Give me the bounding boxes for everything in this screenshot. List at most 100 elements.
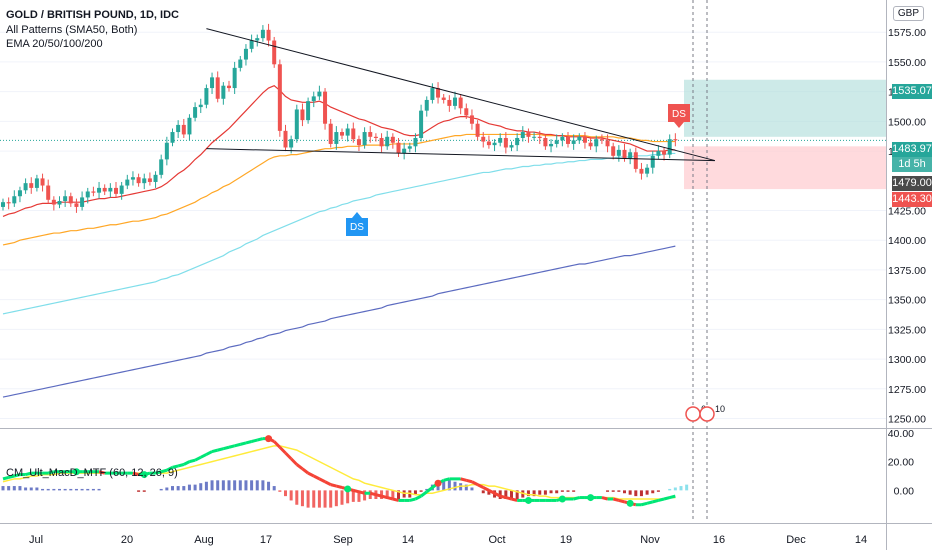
candle-body <box>441 97 446 100</box>
macd-histogram-bar <box>628 490 632 495</box>
candlesticks <box>1 23 678 213</box>
cross-dot <box>72 468 80 476</box>
macd-line-segment <box>278 446 287 455</box>
candle-body <box>351 128 356 140</box>
macd-histogram-bar <box>261 480 265 491</box>
cross-dot <box>558 495 566 503</box>
macd-line-segment <box>217 447 224 452</box>
macd-histogram-bar <box>617 490 621 492</box>
macd-line-segment <box>488 489 496 495</box>
candle-body <box>430 88 435 100</box>
candle-body <box>204 88 209 105</box>
macd-histogram-bar <box>532 490 536 497</box>
macd-line-segment <box>425 486 434 494</box>
candle-body <box>667 139 672 155</box>
cross-dot <box>524 496 532 504</box>
macd-histogram-bar <box>442 480 446 491</box>
macd-line-segment <box>301 467 310 475</box>
macd-line-segment <box>641 501 648 507</box>
macd-histogram-bar <box>651 490 655 494</box>
candle-body <box>130 177 135 180</box>
candle-body <box>492 142 497 146</box>
candle-body <box>34 178 39 188</box>
macd-line-segment <box>211 448 219 454</box>
macd-line-segment <box>476 483 484 489</box>
candle-body <box>532 136 537 138</box>
macd-histogram-bar <box>24 487 28 491</box>
macd-line-segment <box>493 491 501 498</box>
price-tick-label: 1350.00 <box>888 295 926 307</box>
macd-histogram-bar <box>634 490 638 497</box>
macd-histogram-bar <box>46 488 50 491</box>
macd-histogram-bar <box>645 490 649 495</box>
candle-body <box>464 108 469 116</box>
candle-body <box>469 115 474 124</box>
macd-histogram-bar <box>515 490 519 499</box>
candle-body <box>17 190 22 197</box>
macd-line-segment <box>511 497 518 502</box>
macd-histogram-bar <box>329 490 333 508</box>
candle-body <box>198 104 203 108</box>
candle-body <box>526 132 531 137</box>
macd-histogram-bar <box>1 486 5 491</box>
macd-line-segment <box>505 496 512 501</box>
macd-histogram-bar <box>623 490 626 494</box>
chart-title: GOLD / BRITISH POUND, 1D, IDC <box>6 9 179 21</box>
macd-histogram-bar <box>334 490 338 507</box>
macd-histogram-bar <box>470 487 474 491</box>
macd-line-segment <box>669 494 676 500</box>
candle-body <box>475 123 480 137</box>
osc-tick-label: 0.00 <box>894 485 915 497</box>
price-tick-label: 1500.00 <box>888 116 926 128</box>
macd-histogram-bar <box>453 481 457 491</box>
macd-line-segment <box>160 468 168 474</box>
candle-body <box>362 132 367 146</box>
ds-sell-label: DS <box>672 109 686 120</box>
date-tick-label: Nov <box>640 534 660 546</box>
oscillator-label[interactable]: CM_Ult_MacD_MTF (60, 12, 26, 9) <box>6 467 178 479</box>
candle-body <box>46 185 51 200</box>
candle-body <box>6 202 11 204</box>
macd-histogram-bar <box>86 488 90 491</box>
candle-body <box>436 88 441 98</box>
candle-body <box>153 174 158 182</box>
indicator-ema-label[interactable]: EMA 20/50/100/200 <box>6 38 103 50</box>
date-tick-label: Aug <box>194 534 214 546</box>
macd-line-segment <box>222 445 230 451</box>
candle-body <box>396 142 401 154</box>
macd-histogram-bar <box>58 488 61 491</box>
macd-line-segment <box>663 496 671 501</box>
candle-body <box>340 132 344 136</box>
currency-button[interactable]: GBP <box>892 6 924 21</box>
macd-line-segment <box>284 451 293 460</box>
stop-price-tag: 1443.30 <box>892 192 932 207</box>
candle-body <box>283 130 288 148</box>
indicator-patterns-label[interactable]: All Patterns (SMA50, Both) <box>6 24 138 36</box>
macd-histogram-bar <box>210 480 214 491</box>
event-icon <box>699 406 715 422</box>
macd-histogram-bar <box>312 490 316 508</box>
macd-histogram-bar <box>447 480 451 491</box>
candle-body <box>97 187 102 193</box>
macd-line-segment <box>98 470 106 475</box>
candle-body <box>210 77 215 89</box>
candle-body <box>453 97 457 106</box>
candle-body <box>356 139 361 146</box>
candle-body <box>68 196 73 204</box>
date-tick-label: Dec <box>786 534 806 546</box>
candle-body <box>599 139 604 141</box>
macd-histogram-bar <box>233 480 237 491</box>
candle-body <box>413 137 418 147</box>
macd-histogram-bar <box>193 484 197 491</box>
macd-line-segment <box>245 440 252 445</box>
date-tick-label: 16 <box>713 534 725 546</box>
candle-body <box>419 110 424 138</box>
current-price-tag: 1483.97 <box>892 142 932 157</box>
macd-line-segment <box>324 480 332 486</box>
candle-body <box>520 132 525 138</box>
candle-body <box>125 179 130 186</box>
macd-histogram-bar <box>397 490 400 499</box>
macd-histogram-bar <box>510 490 513 499</box>
